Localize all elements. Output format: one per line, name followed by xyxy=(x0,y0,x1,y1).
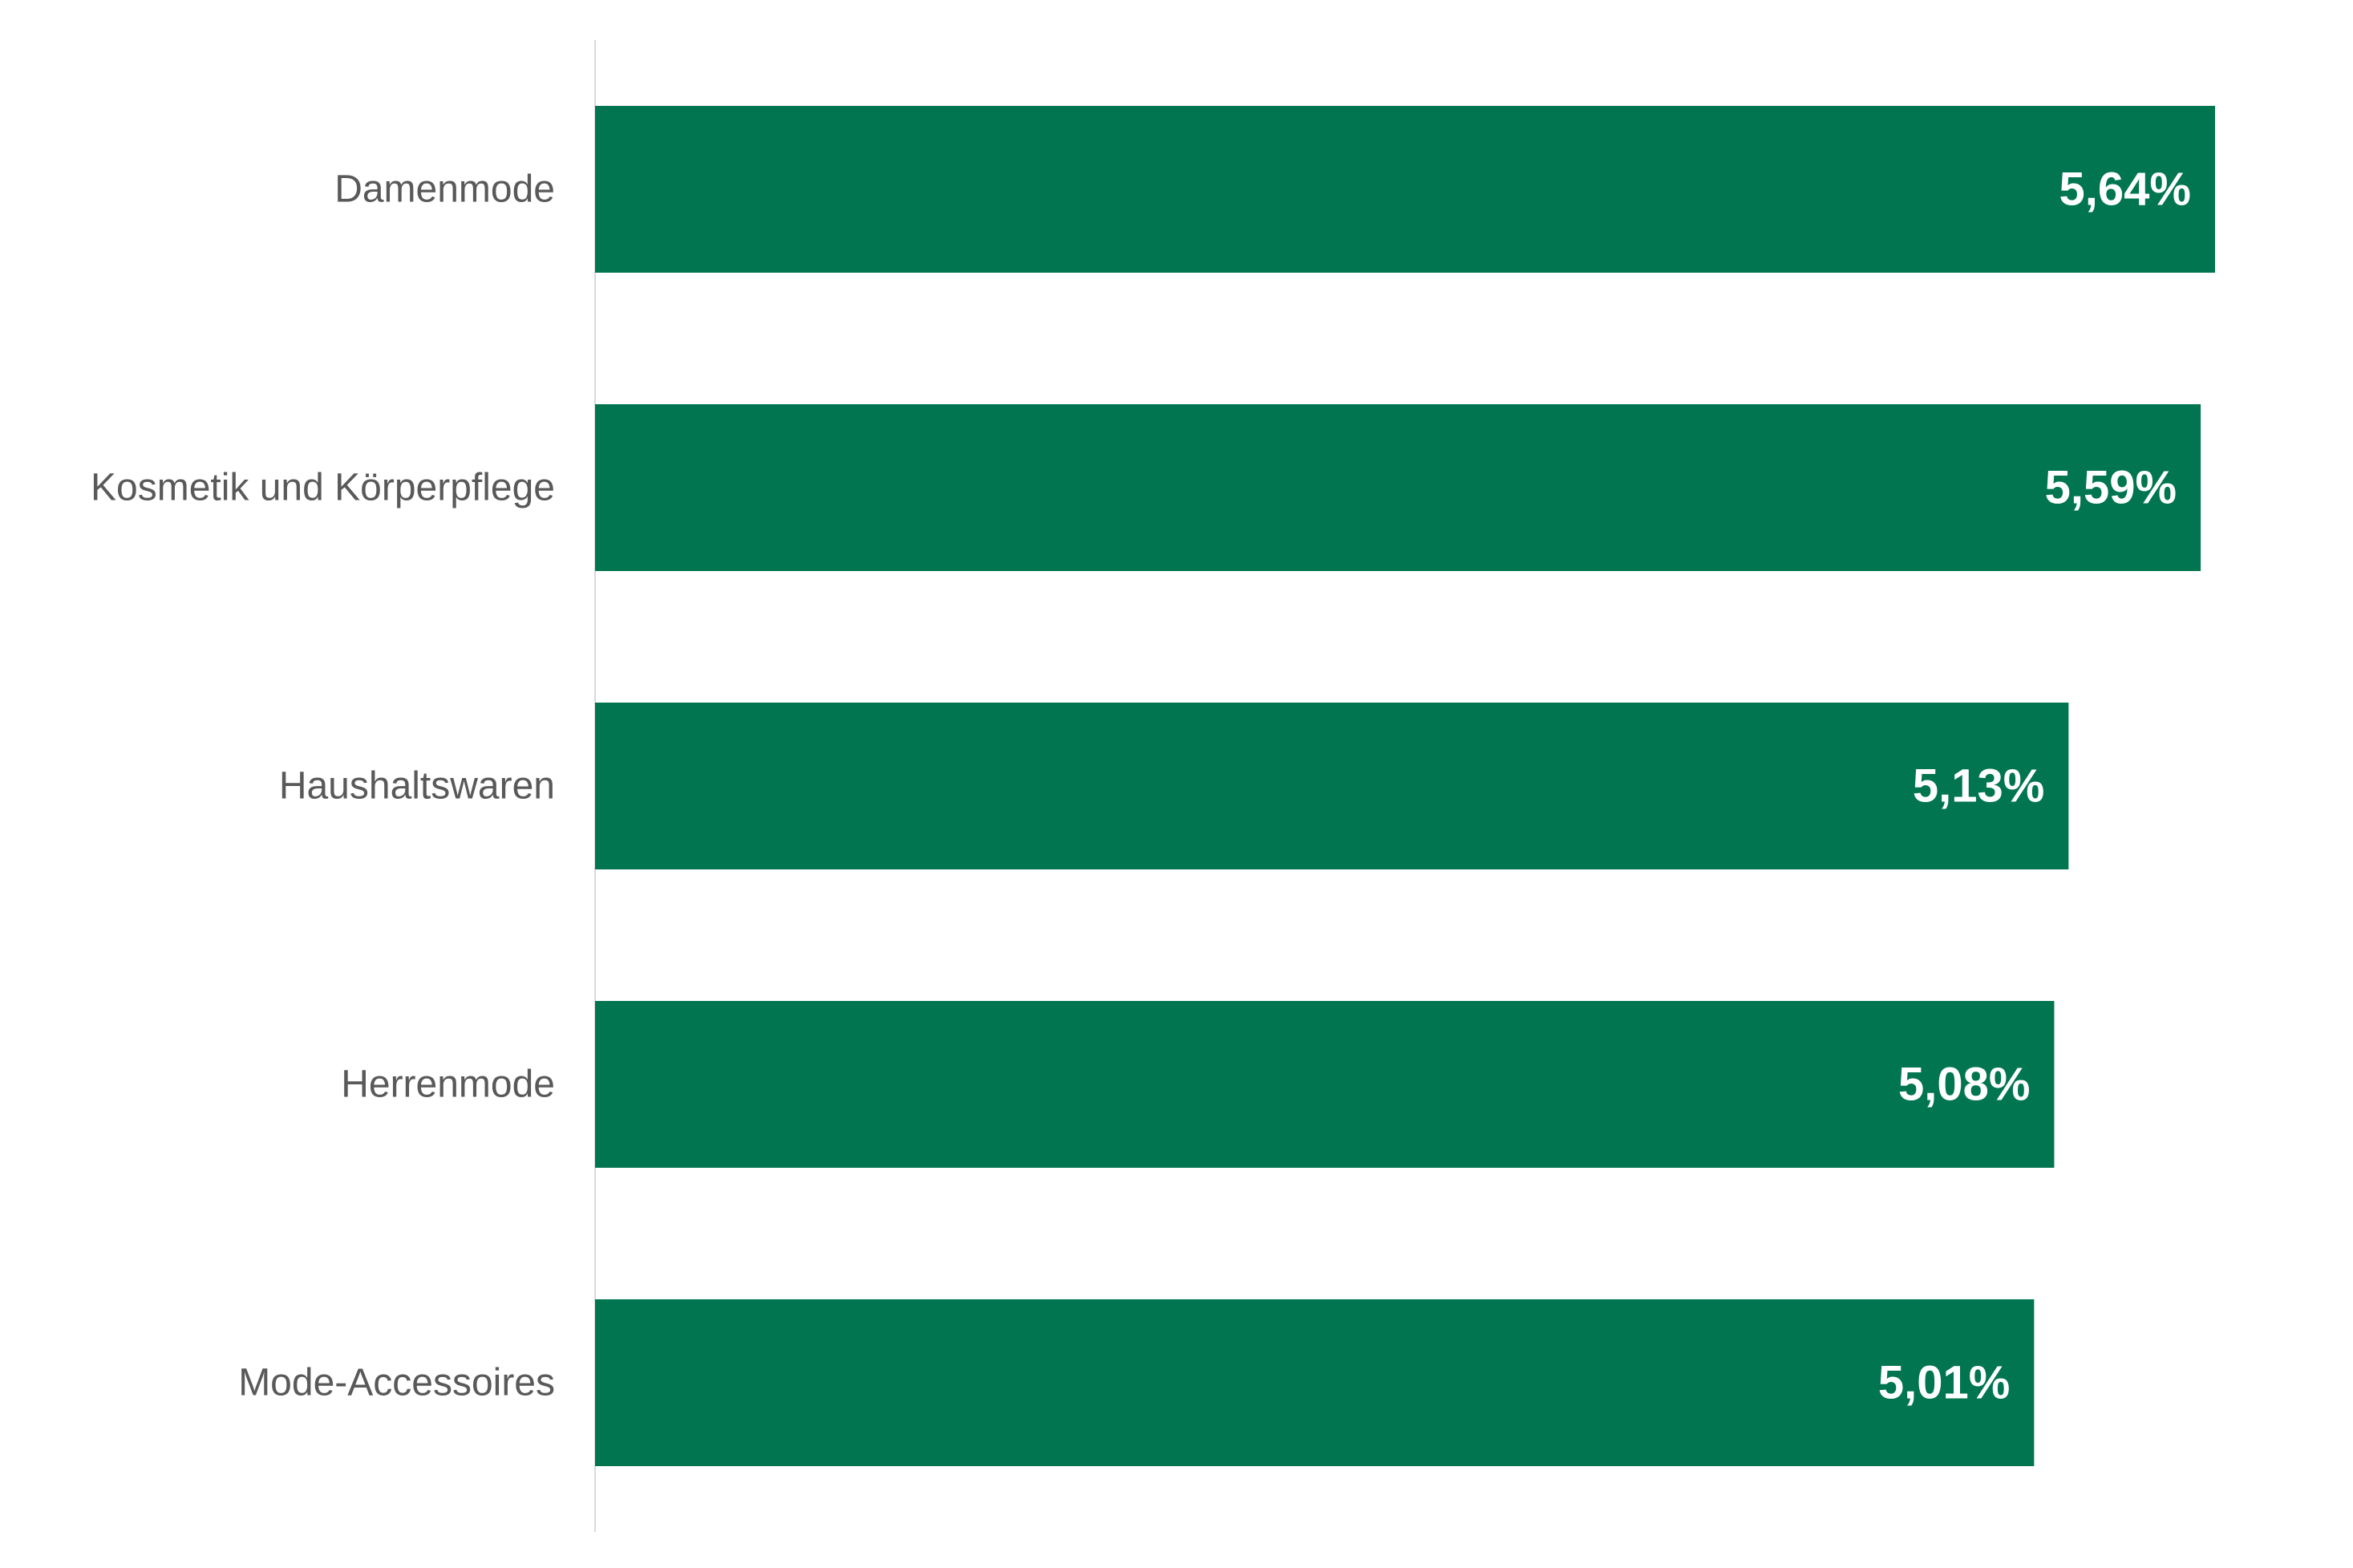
value-label-2: 5,13% xyxy=(1913,760,2044,812)
bar-3 xyxy=(595,1001,2055,1168)
category-label-1: Kosmetik und Körperpflege xyxy=(91,467,555,509)
value-label-4: 5,01% xyxy=(1878,1357,2010,1409)
bar-1 xyxy=(595,404,2201,571)
bars-group xyxy=(595,106,2215,1466)
value-labels-group: 5,64% 5,59% 5,13% 5,08% 5,01% xyxy=(1878,164,2191,1409)
bar-0 xyxy=(595,106,2215,273)
category-label-4: Mode-Accessoires xyxy=(238,1362,555,1404)
value-label-1: 5,59% xyxy=(2045,462,2177,514)
value-label-0: 5,64% xyxy=(2059,164,2191,216)
category-label-2: Haushaltswaren xyxy=(279,765,555,808)
category-label-0: Damenmode xyxy=(334,168,555,211)
bar-4 xyxy=(595,1299,2035,1466)
value-label-3: 5,08% xyxy=(1898,1059,2030,1111)
bar-2 xyxy=(595,703,2069,869)
category-label-3: Herrenmode xyxy=(341,1064,555,1106)
category-labels-group: Damenmode Kosmetik und Körperpflege Hausha… xyxy=(91,168,555,1404)
